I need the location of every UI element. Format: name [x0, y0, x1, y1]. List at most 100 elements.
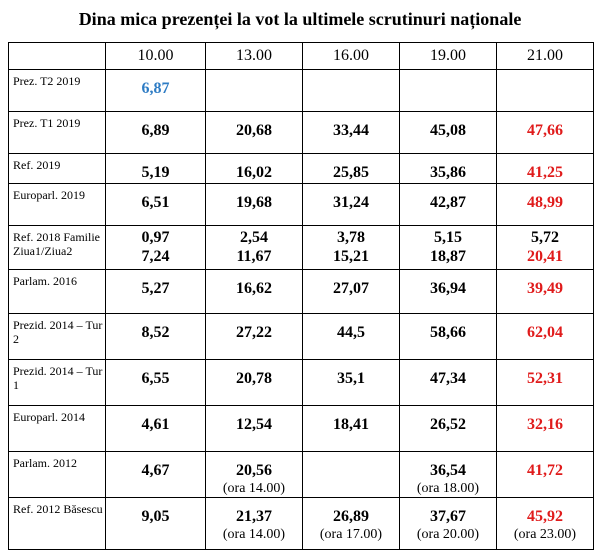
value-cell: 27,07: [302, 269, 400, 314]
table-row: Parlam. 2016 5,27 16,62 27,07 36,94 39,49: [8, 269, 594, 314]
turnout-value: 26,89: [333, 508, 369, 525]
turnout-value: 5,72: [531, 229, 559, 246]
value-cell: 48,99: [496, 183, 594, 226]
value-cell: 6,51: [105, 183, 206, 226]
header-corner-cell: [8, 42, 106, 70]
turnout-value: 25,85: [333, 164, 369, 181]
turnout-value: 32,16: [527, 416, 563, 433]
turnout-value: 5,27: [141, 280, 170, 297]
value-cell: 16,62: [205, 269, 303, 314]
table-row: Europarl. 2014 4,61 12,54 18,41 26,52 32,16: [8, 405, 594, 452]
turnout-value: 44,5: [337, 324, 365, 341]
value-cell: 35,86: [399, 153, 497, 184]
turnout-value: 21,37: [236, 508, 272, 525]
turnout-table: 10.00 13.00 16.00 19.00 21.00 Prez. T2 2…: [8, 42, 594, 550]
hour-note: (ora 14.00): [222, 481, 286, 496]
value-cell: 5,72 20,41: [496, 225, 594, 270]
turnout-value: 37,67: [430, 508, 466, 525]
value-cell: 44,5: [302, 313, 400, 360]
value-cell: 62,04: [496, 313, 594, 360]
value-cell: 6,55: [105, 359, 206, 406]
value-cell: 0,97 7,24: [105, 225, 206, 270]
row-label: Ref. 2019: [8, 153, 106, 184]
value-cell: [302, 451, 400, 498]
turnout-value: 3,78: [337, 229, 365, 246]
turnout-value: 6,89: [141, 122, 170, 139]
turnout-value-day2: 11,67: [236, 248, 272, 265]
value-cell: 20,78: [205, 359, 303, 406]
value-cell: 33,44: [302, 111, 400, 154]
value-cell: 31,24: [302, 183, 400, 226]
turnout-value: 0,97: [141, 229, 170, 246]
table-row: Prezid. 2014 – Tur 2 8,52 27,22 44,5 58,66 62…: [8, 313, 594, 360]
page-title: Dina mica prezenței la vot la ultimele s…: [78, 9, 522, 29]
value-cell: 41,72: [496, 451, 594, 498]
value-cell: 5,27: [105, 269, 206, 314]
turnout-value: 16,02: [236, 164, 272, 181]
turnout-value: 6,55: [141, 370, 170, 387]
value-cell: 26,52: [399, 405, 497, 452]
value-cell: 21,37 (ora 14.00): [205, 497, 303, 550]
row-label: Parlam. 2012: [8, 451, 106, 498]
turnout-value: 62,04: [527, 324, 563, 341]
turnout-value: 33,44: [333, 122, 369, 139]
turnout-value: 58,66: [430, 324, 466, 341]
value-cell: 19,68: [205, 183, 303, 226]
value-cell: 4,67: [105, 451, 206, 498]
turnout-value: 47,66: [527, 122, 563, 139]
turnout-value-day2: 15,21: [333, 248, 369, 265]
hour-note: (ora 18.00): [416, 481, 480, 496]
turnout-table-body: 10.00 13.00 16.00 19.00 21.00 Prez. T2 2…: [8, 42, 594, 550]
turnout-value: 27,07: [333, 280, 369, 297]
value-cell: 8,52: [105, 313, 206, 360]
value-cell: 35,1: [302, 359, 400, 406]
hour-note: (ora 23.00): [513, 527, 577, 542]
value-cell: 6,89: [105, 111, 206, 154]
table-row: Prezid. 2014 – Tur 1 6,55 20,78 35,1 47,34 52…: [8, 359, 594, 406]
turnout-value: 45,92: [527, 508, 563, 525]
value-cell: 16,02: [205, 153, 303, 184]
table-row: Parlam. 2012 4,67 20,56 (ora 14.00) 36,54 (or…: [8, 451, 594, 498]
header-hour: 19.00: [399, 42, 497, 70]
turnout-value: 19,68: [236, 194, 272, 211]
table-row: Ref. 2018 Familie Ziua1/Ziua2 0,97 7,24 2,5…: [8, 225, 594, 270]
turnout-value: 27,22: [236, 324, 272, 341]
turnout-value-day2: 20,41: [527, 248, 563, 265]
table-row: Prez. T1 2019 6,89 20,68 33,44 45,08 47,66: [8, 111, 594, 154]
turnout-value: 39,49: [527, 280, 563, 297]
value-cell: 20,56 (ora 14.00): [205, 451, 303, 498]
turnout-value: 36,94: [430, 280, 466, 297]
value-cell: 32,16: [496, 405, 594, 452]
value-cell: 27,22: [205, 313, 303, 360]
turnout-value: 41,72: [527, 462, 563, 479]
turnout-value: 31,24: [333, 194, 369, 211]
value-cell: 2,54 11,67: [205, 225, 303, 270]
turnout-value: 4,61: [141, 416, 170, 433]
turnout-value: 47,34: [430, 370, 466, 387]
row-label: Prezid. 2014 – Tur 2: [8, 313, 106, 360]
value-cell: 39,49: [496, 269, 594, 314]
turnout-value: 20,56: [236, 462, 272, 479]
value-cell: 42,87: [399, 183, 497, 226]
turnout-value: 8,52: [141, 324, 170, 341]
table-row: Europarl. 2019 6,51 19,68 31,24 42,87 48,99: [8, 183, 594, 226]
row-label: Prez. T2 2019: [8, 69, 106, 112]
header-hour: 13.00: [205, 42, 303, 70]
header-row: 10.00 13.00 16.00 19.00 21.00: [8, 42, 594, 70]
hour-note: (ora 14.00): [222, 527, 286, 542]
turnout-value: 20,78: [236, 370, 272, 387]
value-cell: 9,05: [105, 497, 206, 550]
value-cell: 45,92 (ora 23.00): [496, 497, 594, 550]
turnout-value-day2: 7,24: [141, 248, 170, 265]
turnout-value: 18,41: [333, 416, 369, 433]
row-label: Europarl. 2014: [8, 405, 106, 452]
value-cell: 5,19: [105, 153, 206, 184]
turnout-value: 52,31: [527, 370, 563, 387]
turnout-value: 42,87: [430, 194, 466, 211]
value-cell: 26,89 (ora 17.00): [302, 497, 400, 550]
turnout-value: 9,05: [141, 508, 170, 525]
value-cell: [399, 69, 497, 112]
value-cell: 3,78 15,21: [302, 225, 400, 270]
value-cell: 18,41: [302, 405, 400, 452]
value-cell: 36,94: [399, 269, 497, 314]
